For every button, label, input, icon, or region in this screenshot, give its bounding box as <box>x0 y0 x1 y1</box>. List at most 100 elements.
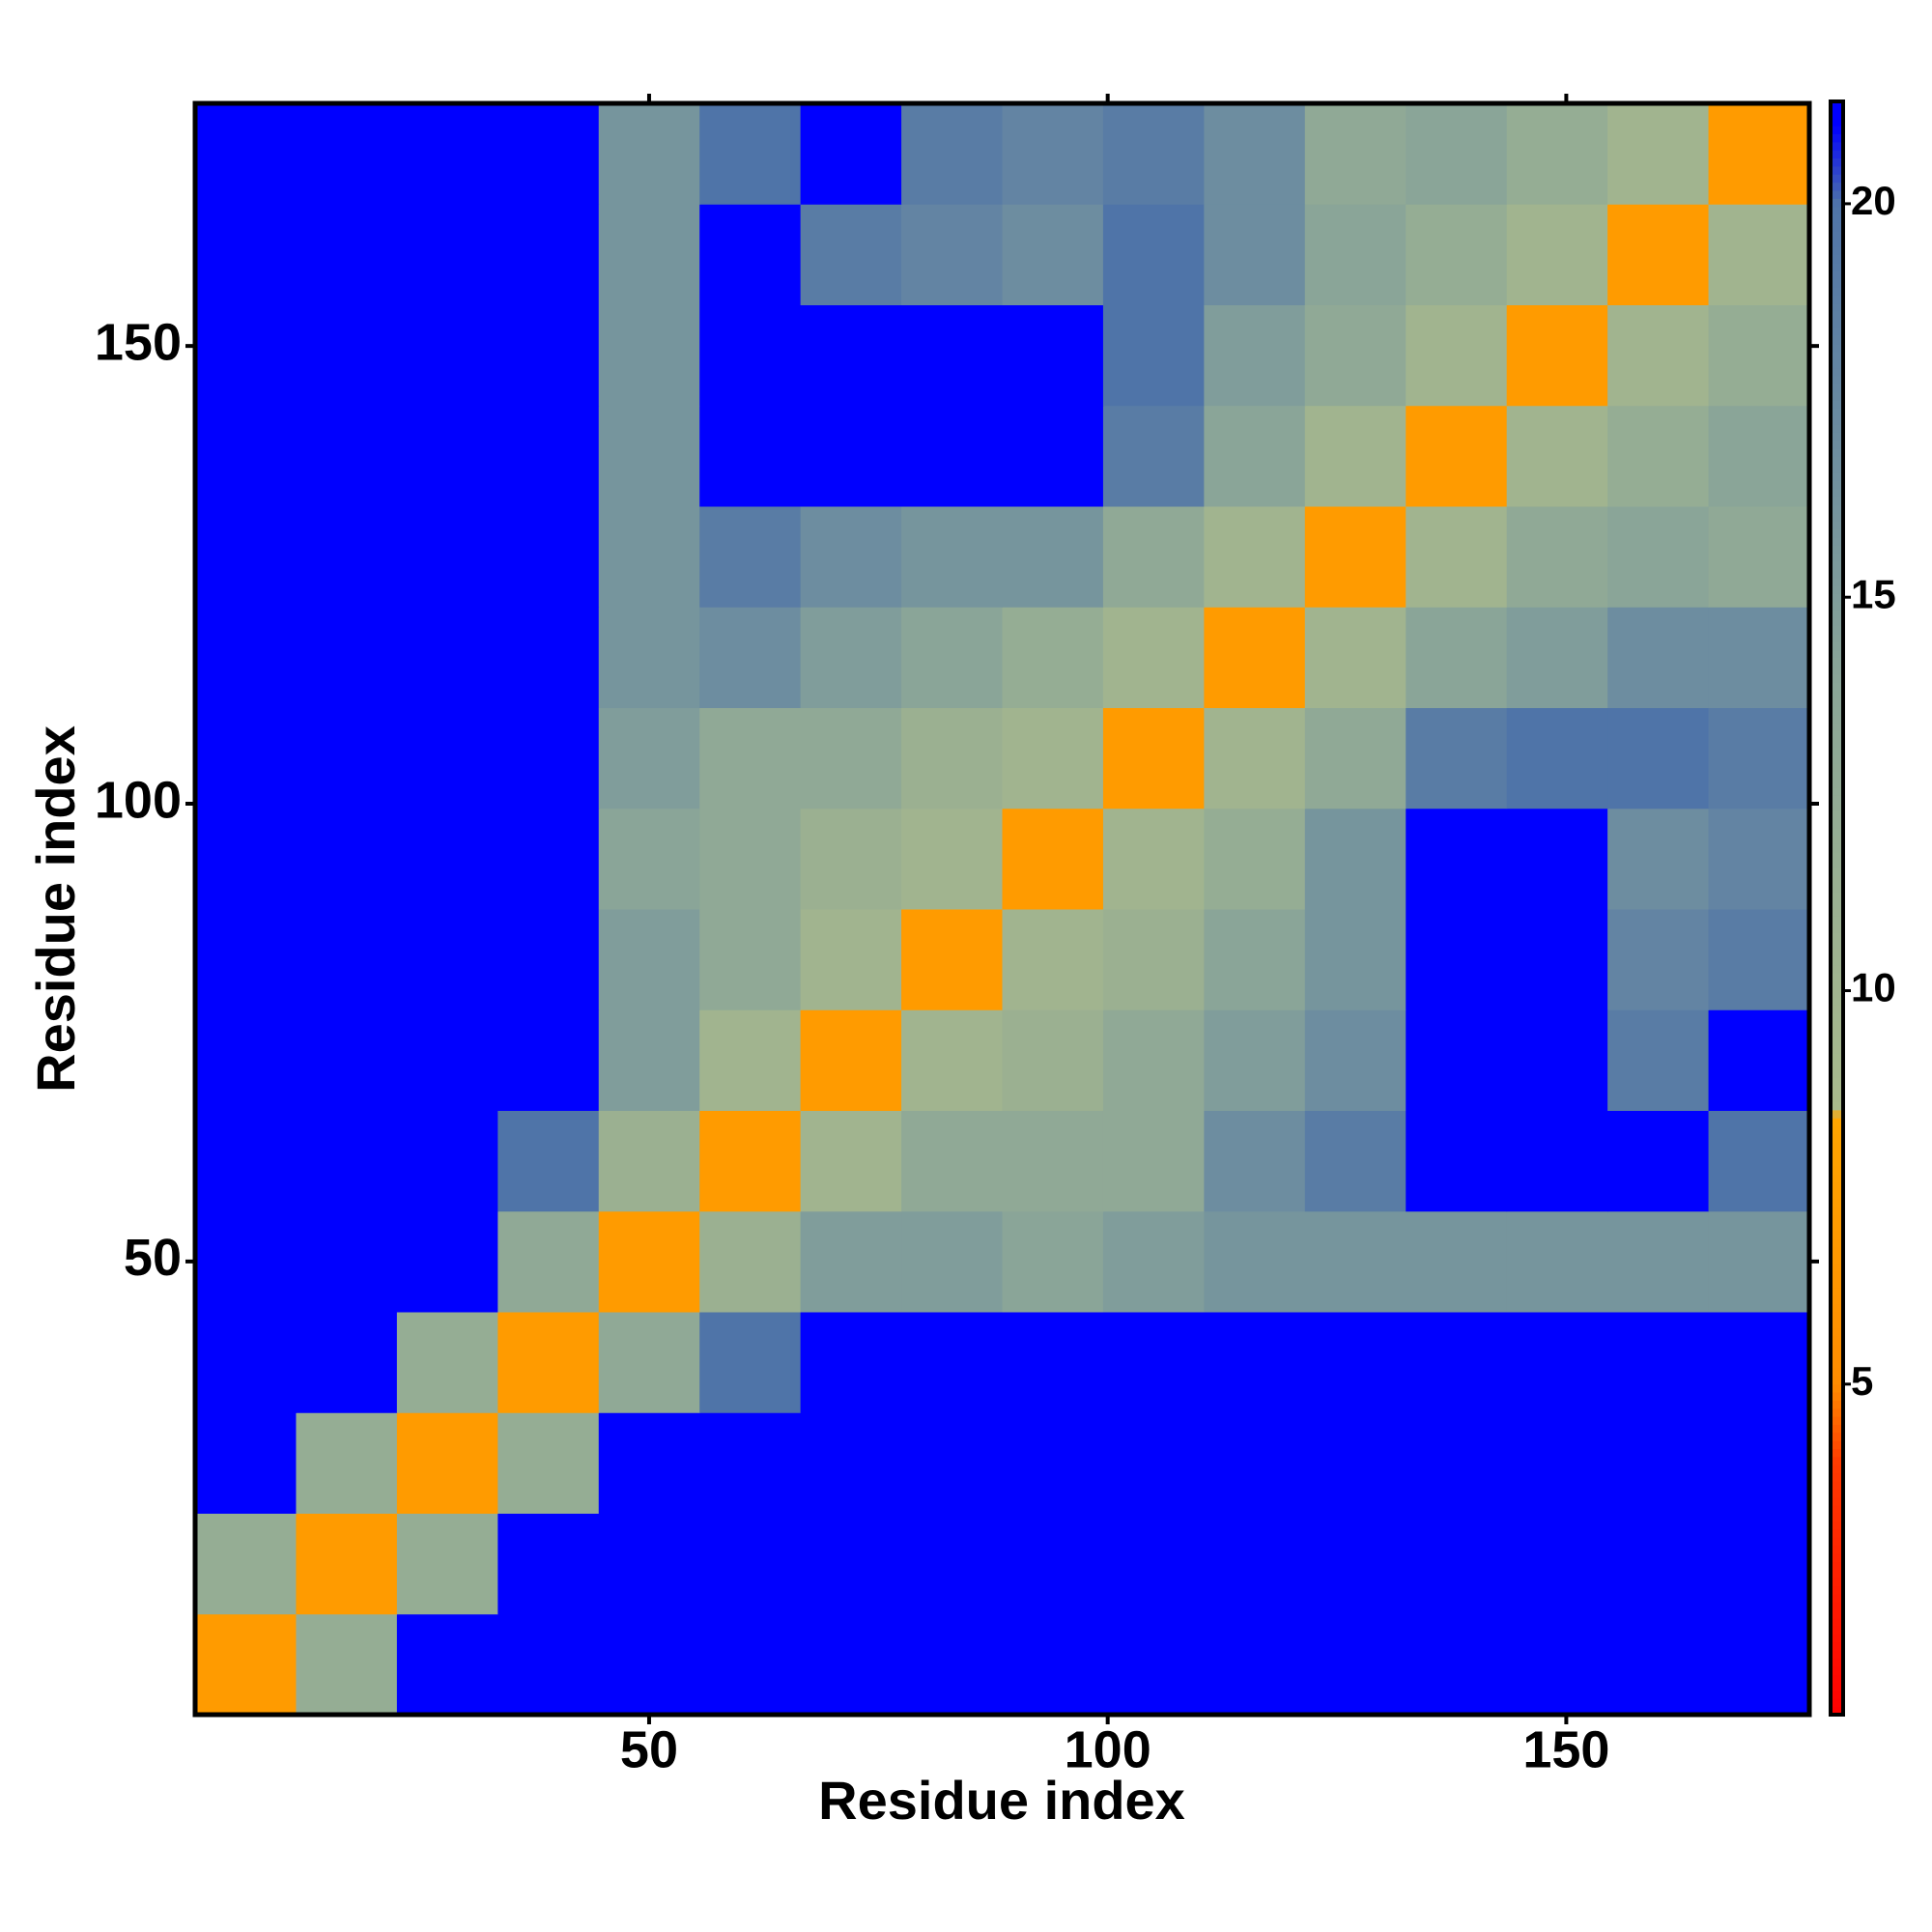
colorbar-segment <box>1831 1472 1843 1482</box>
colorbar-segment <box>1831 1561 1843 1571</box>
colorbar-tick-label: 5 <box>1851 1358 1873 1404</box>
colorbar-segment <box>1831 923 1843 933</box>
plot-frame <box>192 100 1812 1718</box>
colorbar-segment <box>1831 302 1843 312</box>
colorbar-segment <box>1831 117 1843 127</box>
heatmap-cell <box>1607 304 1710 407</box>
colorbar-segment <box>1831 617 1843 627</box>
heatmap-cell <box>396 1412 498 1514</box>
heatmap-cell <box>901 1513 1003 1615</box>
x-tick-label: 50 <box>620 1720 678 1778</box>
heatmap-cell <box>901 506 1003 608</box>
colorbar-segment <box>1831 1504 1843 1514</box>
colorbar-segment <box>1831 625 1843 635</box>
heatmap-cell <box>1506 103 1608 205</box>
heatmap-cell <box>699 607 802 708</box>
heatmap-cell <box>1204 607 1306 708</box>
colorbar-segment <box>1831 1440 1843 1450</box>
colorbar-segment <box>1831 916 1843 925</box>
heatmap-cell <box>497 103 600 205</box>
heatmap-cell <box>195 103 297 205</box>
colorbar-segment <box>1831 1706 1843 1716</box>
heatmap-cell <box>1204 707 1306 810</box>
colorbar-segment <box>1831 536 1843 546</box>
heatmap-cell <box>195 1009 297 1111</box>
colorbar-segment <box>1831 1392 1843 1401</box>
heatmap-cell <box>497 405 600 507</box>
heatmap-cell <box>800 405 902 507</box>
x-axis-title: Residue index <box>818 1770 1185 1831</box>
heatmap-cell <box>497 506 600 608</box>
heatmap-cell <box>1304 204 1406 305</box>
heatmap-cell <box>1002 1513 1104 1615</box>
heatmap-cell <box>1708 707 1810 810</box>
heatmap-cell <box>901 1009 1003 1111</box>
heatmap-cell <box>800 204 902 305</box>
heatmap-cell <box>195 707 297 810</box>
heatmap-cell <box>296 1210 398 1313</box>
heatmap-cell <box>699 1210 802 1313</box>
heatmap-cell <box>1102 808 1205 910</box>
heatmap-cell <box>901 1613 1003 1716</box>
heatmap-cell <box>699 1312 802 1413</box>
heatmap-cell <box>1102 1513 1205 1615</box>
heatmap-cell <box>1406 204 1508 305</box>
colorbar-segment <box>1831 658 1843 668</box>
heatmap-cell <box>1607 1312 1710 1413</box>
colorbar-segment <box>1831 1327 1843 1337</box>
colorbar-segment <box>1831 1118 1843 1127</box>
colorbar-segment <box>1831 1012 1843 1022</box>
heatmap-cell <box>296 405 398 507</box>
colorbar-segment <box>1831 1270 1843 1280</box>
colorbar-segment <box>1831 553 1843 562</box>
heatmap-cell <box>699 204 802 305</box>
heatmap-cell <box>1204 1210 1306 1313</box>
colorbar-segment <box>1831 1319 1843 1328</box>
heatmap-cell <box>1708 1009 1810 1111</box>
heatmap-cell <box>195 1210 297 1313</box>
y-tick-label: 100 <box>95 771 182 829</box>
heatmap-cell <box>1708 1312 1810 1413</box>
colorbar-segment <box>1831 1585 1843 1595</box>
heatmap-cell <box>1708 1412 1810 1514</box>
heatmap-cell <box>195 808 297 910</box>
heatmap-cell <box>1204 103 1306 205</box>
colorbar-tick-label: 10 <box>1851 965 1896 1010</box>
heatmap-cell <box>1406 506 1508 608</box>
colorbar-segment <box>1831 189 1843 199</box>
heatmap-cell <box>1506 1613 1608 1716</box>
colorbar-segment <box>1831 1480 1843 1490</box>
colorbar-segment <box>1831 867 1843 877</box>
heatmap-cell <box>296 1312 398 1413</box>
colorbar-segment <box>1831 440 1843 449</box>
heatmap-cell <box>1304 1312 1406 1413</box>
colorbar-segment <box>1831 174 1843 184</box>
heatmap-cell <box>497 1613 600 1716</box>
heatmap-cell <box>497 1412 600 1514</box>
heatmap-cell <box>1506 304 1608 407</box>
colorbar-segment <box>1831 1489 1843 1498</box>
colorbar-segment <box>1831 150 1843 159</box>
heatmap-cell <box>1002 1613 1104 1716</box>
colorbar-segment <box>1831 1109 1843 1119</box>
heatmap-cell <box>1204 808 1306 910</box>
heatmap-cell <box>1102 1613 1205 1716</box>
heatmap-cell <box>195 607 297 708</box>
colorbar-segment <box>1831 1343 1843 1352</box>
colorbar-segment <box>1831 754 1843 764</box>
heatmap-cell <box>699 808 802 910</box>
heatmap-cell <box>1002 607 1104 708</box>
heatmap-cell <box>800 909 902 1010</box>
heatmap-cell <box>296 304 398 407</box>
heatmap-cell <box>1506 1312 1608 1413</box>
axes: 50 100 150 50 100 150 <box>95 94 1819 1778</box>
colorbar-segment <box>1831 1125 1843 1135</box>
heatmap-cell <box>1002 707 1104 810</box>
heatmap-cell <box>1204 1110 1306 1212</box>
colorbar-segment <box>1831 577 1843 586</box>
colorbar-segment <box>1831 972 1843 981</box>
heatmap-cell <box>1708 1210 1810 1313</box>
heatmap-cell <box>1406 1312 1508 1413</box>
colorbar-segment <box>1831 497 1843 506</box>
colorbar-segment <box>1831 1142 1843 1151</box>
